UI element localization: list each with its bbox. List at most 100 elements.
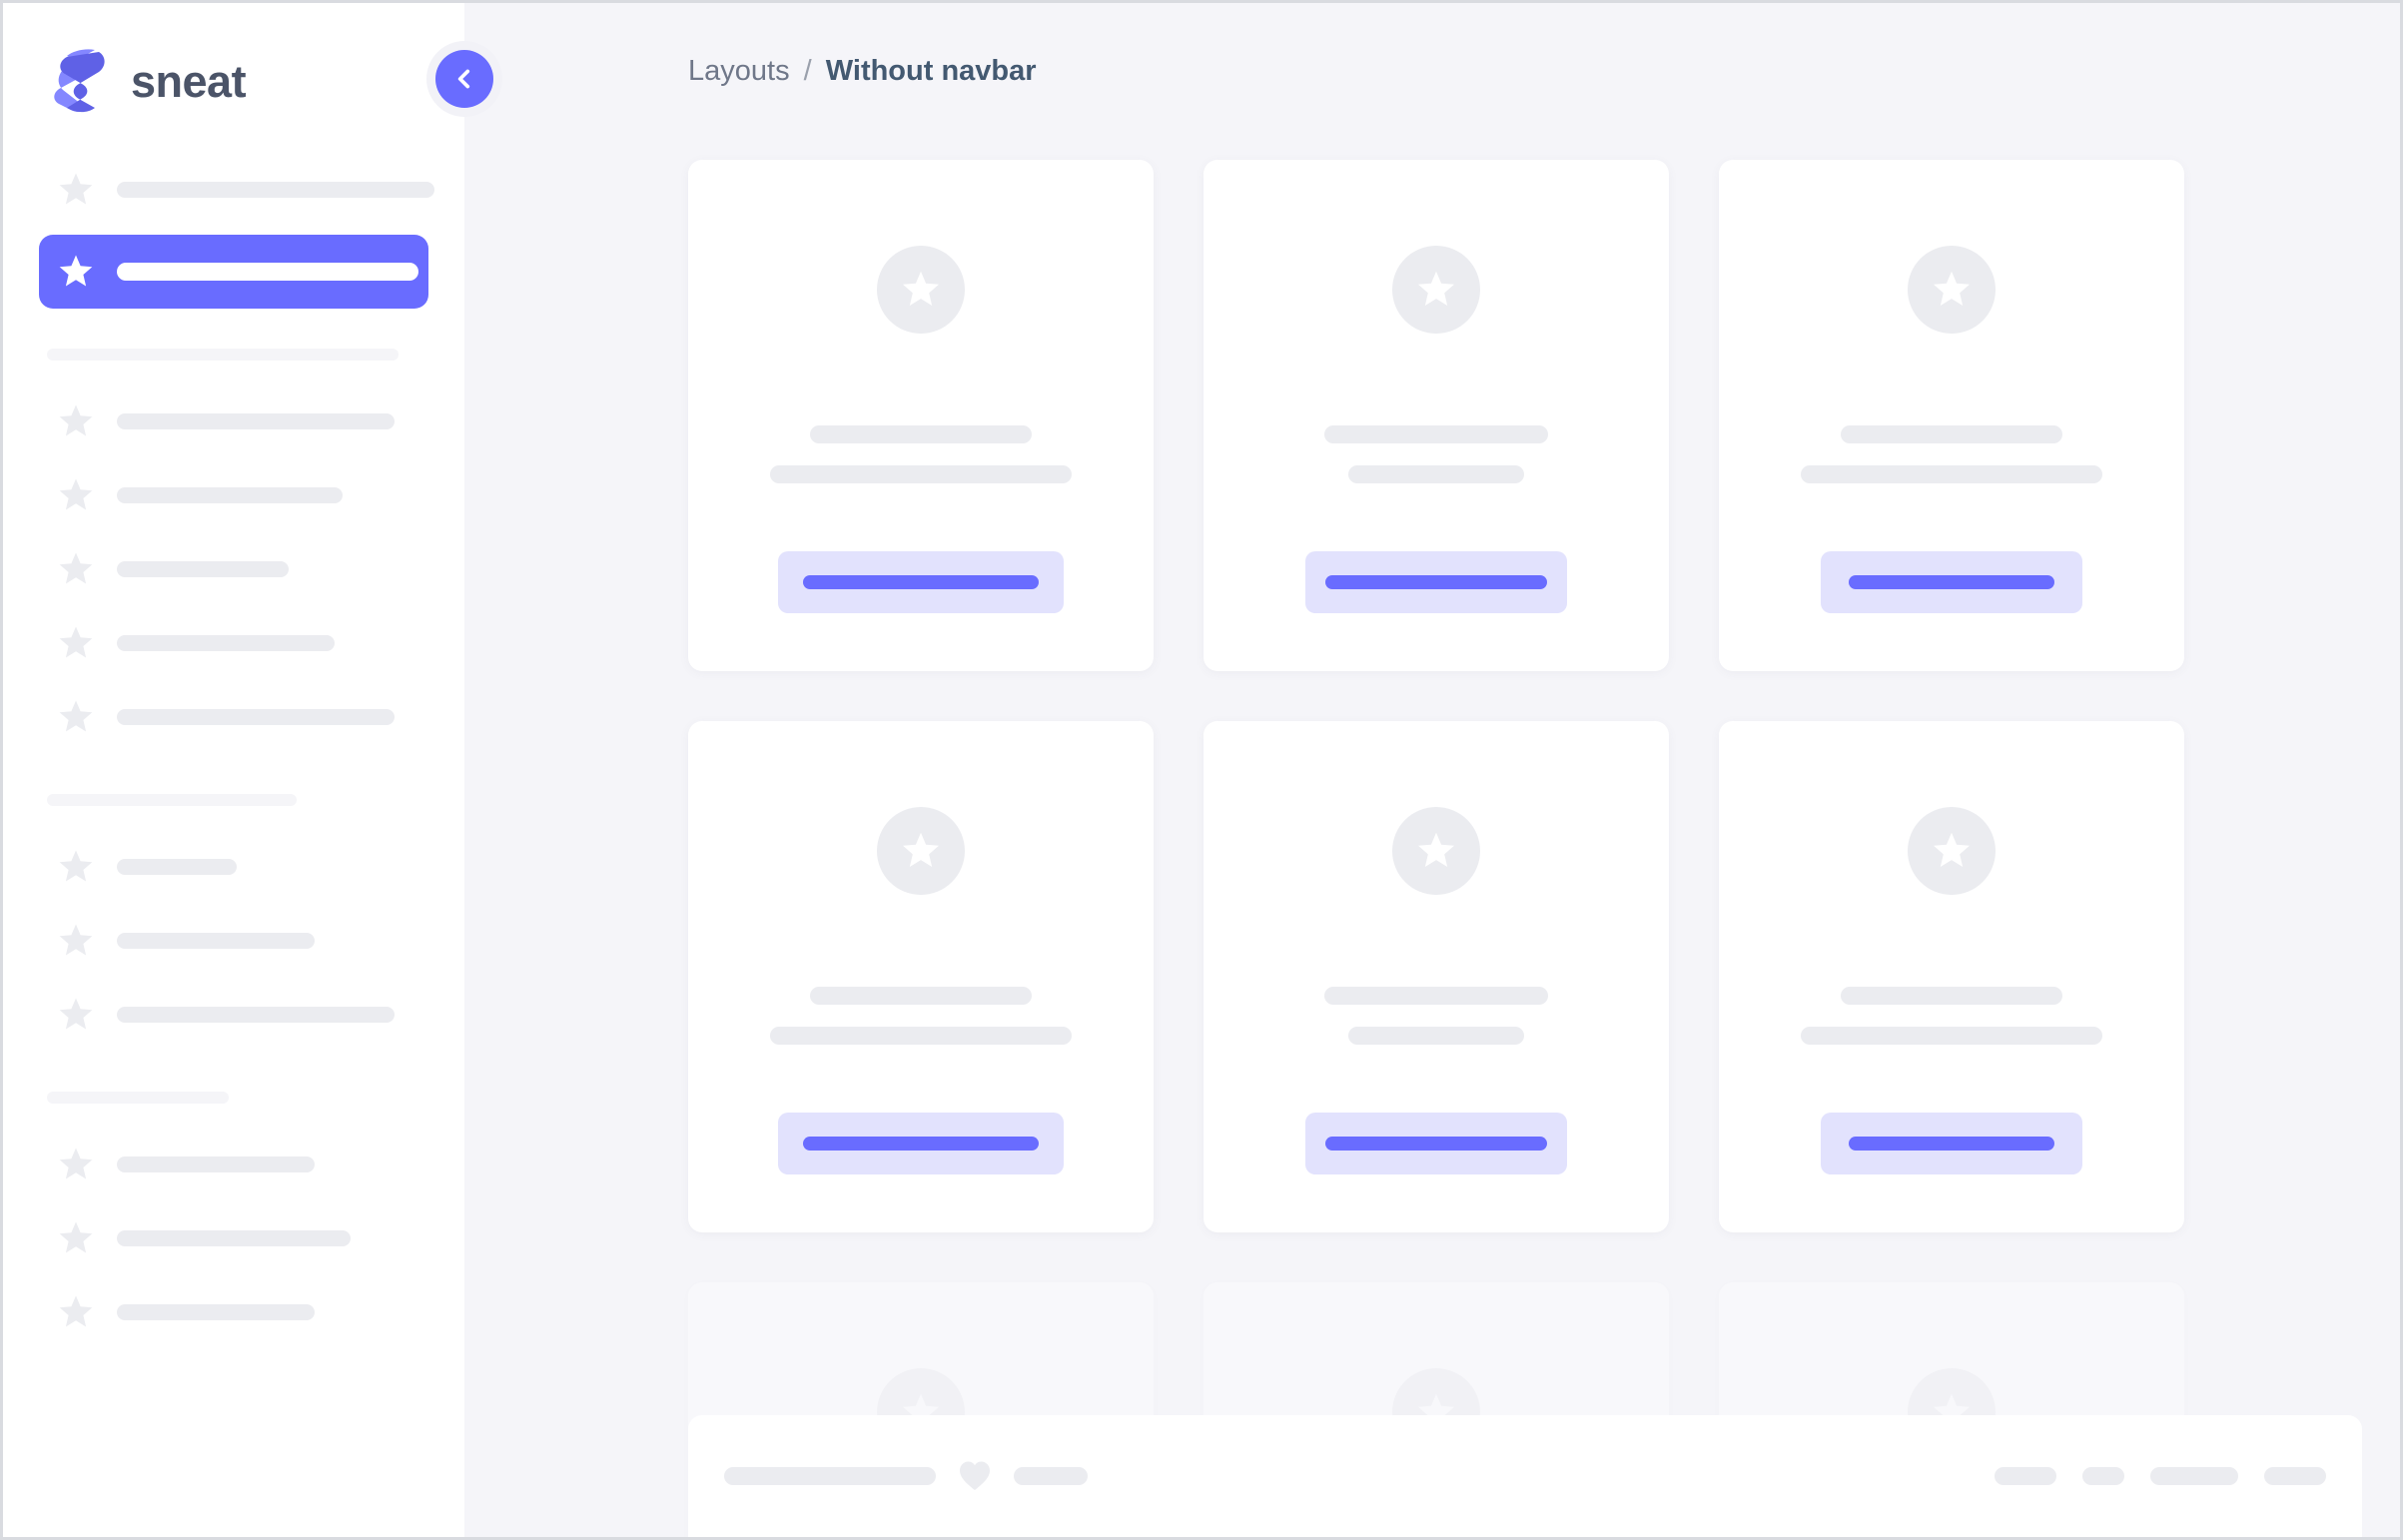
star-icon xyxy=(1933,271,1971,307)
sidebar-item[interactable] xyxy=(39,385,428,458)
main-content: Layouts / Without navbar xyxy=(464,3,2400,1537)
card-button-label-placeholder xyxy=(1325,1137,1547,1151)
sidebar-item[interactable] xyxy=(39,680,428,754)
sidebar-divider xyxy=(47,349,399,361)
sidebar-divider xyxy=(47,794,297,806)
sneat-s-logo-icon xyxy=(54,49,105,113)
card-subtitle-placeholder xyxy=(1348,465,1524,483)
sidebar-item-label-placeholder xyxy=(117,1230,351,1246)
card-avatar xyxy=(1392,807,1480,895)
sidebar-item[interactable] xyxy=(39,904,428,978)
sidebar-item[interactable] xyxy=(39,606,428,680)
card-action-button[interactable] xyxy=(778,551,1064,613)
sidebar-item-label-placeholder xyxy=(117,635,335,651)
sidebar-item-label-placeholder xyxy=(117,1156,315,1172)
card-avatar xyxy=(877,246,965,334)
content-card xyxy=(1719,160,2184,671)
content-card xyxy=(1203,721,1669,1232)
sidebar-divider xyxy=(47,1092,229,1104)
card-title-placeholder xyxy=(1324,425,1548,443)
sidebar-item[interactable] xyxy=(39,830,428,904)
sidebar-item-label-placeholder xyxy=(117,263,418,281)
star-icon xyxy=(59,1295,93,1327)
star-icon xyxy=(59,404,93,436)
sidebar-collapse-button[interactable] xyxy=(435,50,493,108)
card-subtitle-placeholder xyxy=(770,465,1072,483)
star-icon xyxy=(59,478,93,510)
sidebar-item-active[interactable] xyxy=(39,235,428,309)
card-action-button[interactable] xyxy=(1821,551,2082,613)
sidebar: sneat xyxy=(3,3,502,1537)
sidebar-item-label-placeholder xyxy=(117,1304,315,1320)
card-subtitle-placeholder xyxy=(1801,1027,2102,1045)
footer-bar xyxy=(688,1415,2362,1537)
card-action-button[interactable] xyxy=(778,1113,1064,1174)
brand[interactable]: sneat xyxy=(3,3,464,119)
footer-link-placeholder[interactable] xyxy=(2082,1467,2124,1485)
sidebar-item-label-placeholder xyxy=(117,561,289,577)
card-action-button[interactable] xyxy=(1821,1113,2082,1174)
card-title-placeholder xyxy=(810,987,1032,1005)
star-icon xyxy=(59,255,93,287)
card-action-button[interactable] xyxy=(1305,1113,1567,1174)
footer-left-group xyxy=(724,1459,1088,1493)
sidebar-item-label-placeholder xyxy=(117,709,395,725)
sidebar-item[interactable] xyxy=(39,978,428,1052)
footer-right-group xyxy=(1995,1467,2326,1485)
footer-link-placeholder[interactable] xyxy=(2150,1467,2238,1485)
card-grid xyxy=(464,86,2400,1537)
content-card xyxy=(1203,160,1669,671)
star-icon xyxy=(59,700,93,732)
content-card xyxy=(688,160,1154,671)
card-avatar xyxy=(1908,807,1996,895)
sidebar-item[interactable] xyxy=(39,153,434,227)
card-button-label-placeholder xyxy=(803,1137,1039,1151)
card-avatar xyxy=(1392,246,1480,334)
card-avatar xyxy=(877,807,965,895)
card-button-label-placeholder xyxy=(1849,575,2054,589)
footer-link-placeholder[interactable] xyxy=(1995,1467,2056,1485)
footer-link-placeholder[interactable] xyxy=(2264,1467,2326,1485)
heart-icon xyxy=(960,1461,990,1490)
star-icon xyxy=(902,832,940,868)
star-icon xyxy=(59,173,93,205)
card-title-placeholder xyxy=(810,425,1032,443)
breadcrumb-parent[interactable]: Layouts xyxy=(688,55,790,87)
sidebar-item-label-placeholder xyxy=(117,859,237,875)
sidebar-item-label-placeholder xyxy=(117,1007,395,1023)
content-card xyxy=(688,721,1154,1232)
sidebar-item[interactable] xyxy=(39,1275,428,1349)
card-action-button[interactable] xyxy=(1305,551,1567,613)
footer-text-placeholder[interactable] xyxy=(724,1467,936,1485)
sidebar-item-label-placeholder xyxy=(117,413,395,429)
sidebar-item[interactable] xyxy=(39,532,428,606)
card-button-label-placeholder xyxy=(803,575,1039,589)
card-button-label-placeholder xyxy=(1849,1137,2054,1151)
sidebar-item-label-placeholder xyxy=(117,182,434,198)
star-icon xyxy=(1417,271,1455,307)
chevron-left-icon xyxy=(457,69,470,89)
star-icon xyxy=(1417,832,1455,868)
star-icon xyxy=(902,271,940,307)
sidebar-item[interactable] xyxy=(39,1128,428,1201)
star-icon xyxy=(59,626,93,658)
sidebar-item[interactable] xyxy=(39,458,428,532)
card-title-placeholder xyxy=(1841,425,2062,443)
star-icon xyxy=(59,552,93,584)
sidebar-item[interactable] xyxy=(39,1201,428,1275)
star-icon xyxy=(59,924,93,956)
breadcrumb-current: Without navbar xyxy=(825,55,1037,87)
card-button-label-placeholder xyxy=(1325,575,1547,589)
brand-name: sneat xyxy=(131,55,247,107)
card-title-placeholder xyxy=(1324,987,1548,1005)
breadcrumb: Layouts / Without navbar xyxy=(464,3,2400,86)
card-avatar xyxy=(1908,246,1996,334)
card-title-placeholder xyxy=(1841,987,2062,1005)
card-subtitle-placeholder xyxy=(1348,1027,1524,1045)
sidebar-menu xyxy=(3,119,464,1349)
footer-text-placeholder[interactable] xyxy=(1014,1467,1088,1485)
sidebar-collapse-wrap xyxy=(426,41,502,117)
content-card xyxy=(1719,721,2184,1232)
star-icon xyxy=(59,998,93,1030)
